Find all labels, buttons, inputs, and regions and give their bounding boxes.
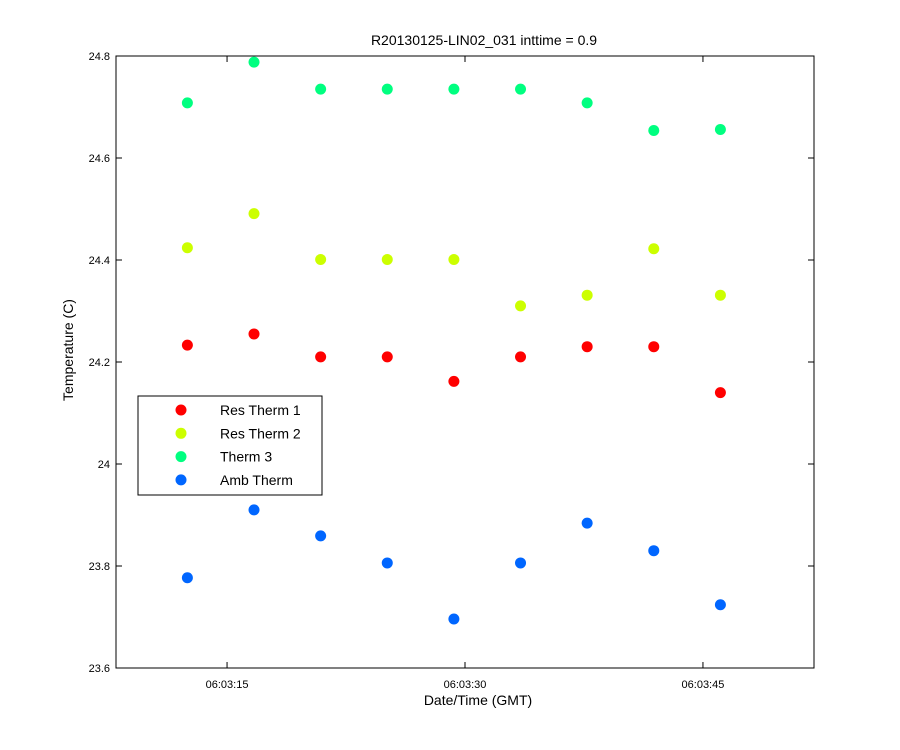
point-res-therm-2 (248, 208, 260, 220)
legend-box (137, 395, 323, 496)
point-amb-therm (248, 504, 260, 516)
y-tick-label: 23.6 (89, 663, 110, 675)
point-amb-therm (448, 613, 460, 625)
x-tick-label: 06:03:30 (444, 679, 487, 691)
point-res-therm-1 (515, 351, 527, 363)
point-res-therm-2 (515, 300, 527, 312)
legend-marker-therm-3 (175, 451, 187, 463)
legend-marker-res-therm-1 (175, 404, 187, 416)
point-res-therm-2 (581, 289, 593, 301)
point-res-therm-1 (381, 351, 393, 363)
point-res-therm-1 (181, 339, 193, 351)
point-res-therm-1 (315, 351, 327, 363)
point-therm-3 (381, 83, 393, 95)
point-res-therm-2 (381, 253, 393, 265)
point-res-therm-2 (714, 289, 726, 301)
y-tick-label: 24 (98, 459, 110, 471)
point-res-therm-1 (648, 341, 660, 353)
point-res-therm-1 (448, 375, 460, 387)
legend-marker-res-therm-2 (175, 427, 187, 439)
point-amb-therm (181, 572, 193, 584)
point-therm-3 (248, 56, 260, 68)
point-res-therm-1 (714, 387, 726, 399)
x-axis-label: Date/Time (GMT) (424, 692, 532, 708)
plot-area (115, 55, 815, 669)
legend: Res Therm 1 Res Therm 2 Therm 3 Amb Therm (137, 395, 323, 496)
legend-label-amb-therm: Amb Therm (220, 472, 293, 488)
x-axis-ticks: 06:03:15 06:03:30 06:03:45 (206, 56, 725, 691)
y-tick-label: 24.2 (89, 357, 110, 369)
point-res-therm-1 (581, 341, 593, 353)
y-tick-label: 24.4 (89, 255, 110, 267)
point-amb-therm (381, 557, 393, 569)
point-res-therm-2 (181, 242, 193, 254)
point-therm-3 (581, 97, 593, 109)
point-res-therm-2 (648, 243, 660, 255)
point-amb-therm (515, 557, 527, 569)
point-amb-therm (648, 545, 660, 557)
legend-label-res-therm-2: Res Therm 2 (220, 425, 301, 441)
y-axis-label: Temperature (C) (60, 299, 76, 401)
point-therm-3 (714, 123, 726, 135)
point-res-therm-2 (448, 253, 460, 265)
point-therm-3 (515, 83, 527, 95)
y-tick-label: 23.8 (89, 561, 110, 573)
point-res-therm-2 (315, 253, 327, 265)
point-therm-3 (315, 83, 327, 95)
y-axis-ticks: 23.6 23.8 24 24.2 24.4 24.6 24.8 (89, 51, 814, 675)
legend-label-therm-3: Therm 3 (220, 449, 272, 465)
legend-label-res-therm-1: Res Therm 1 (220, 402, 301, 418)
y-tick-label: 24.8 (89, 51, 110, 63)
x-tick-label: 06:03:45 (682, 679, 725, 691)
legend-marker-amb-therm (175, 474, 187, 486)
data-points (181, 56, 726, 625)
x-tick-label: 06:03:15 (206, 679, 249, 691)
point-amb-therm (315, 530, 327, 542)
point-amb-therm (581, 517, 593, 529)
point-therm-3 (648, 124, 660, 136)
point-therm-3 (181, 97, 193, 109)
chart-title: R20130125-LIN02_031 inttime = 0.9 (371, 32, 597, 48)
point-therm-3 (448, 83, 460, 95)
point-res-therm-1 (248, 328, 260, 340)
point-amb-therm (714, 599, 726, 611)
y-tick-label: 24.6 (89, 153, 110, 165)
